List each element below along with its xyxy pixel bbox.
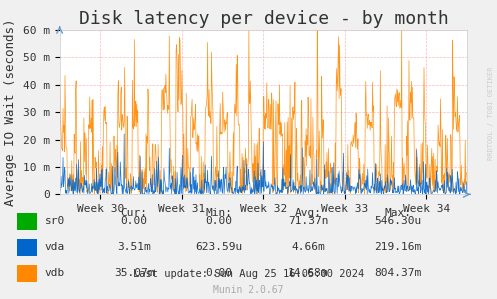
Bar (17, 265, 37, 282)
Text: 0.00: 0.00 (205, 268, 232, 278)
Text: 35.07m: 35.07m (114, 268, 155, 278)
Text: sr0: sr0 (45, 216, 65, 227)
Text: 0.00: 0.00 (205, 216, 232, 227)
Text: RRDTOOL / TOBI OETIKER: RRDTOOL / TOBI OETIKER (488, 67, 494, 160)
Text: 804.37m: 804.37m (374, 268, 421, 278)
Text: 14.68m: 14.68m (288, 268, 329, 278)
Text: 546.30u: 546.30u (374, 216, 421, 227)
Text: 0.00: 0.00 (121, 216, 148, 227)
Text: vdb: vdb (45, 268, 65, 278)
Text: Last update: Sun Aug 25 16:05:00 2024: Last update: Sun Aug 25 16:05:00 2024 (133, 269, 364, 279)
Text: 219.16m: 219.16m (374, 242, 421, 252)
Bar (17, 239, 37, 256)
Text: Avg:: Avg: (295, 208, 322, 218)
Title: Disk latency per device - by month: Disk latency per device - by month (79, 10, 448, 28)
Text: 623.59u: 623.59u (195, 242, 243, 252)
Text: Max:: Max: (384, 208, 411, 218)
Text: Cur:: Cur: (121, 208, 148, 218)
Text: 4.66m: 4.66m (291, 242, 325, 252)
Text: Munin 2.0.67: Munin 2.0.67 (213, 285, 284, 295)
Y-axis label: Average IO Wait (seconds): Average IO Wait (seconds) (4, 18, 17, 206)
Text: Min:: Min: (205, 208, 232, 218)
Bar (17, 213, 37, 230)
Text: 3.51m: 3.51m (117, 242, 151, 252)
Text: vda: vda (45, 242, 65, 252)
Text: 71.37n: 71.37n (288, 216, 329, 227)
